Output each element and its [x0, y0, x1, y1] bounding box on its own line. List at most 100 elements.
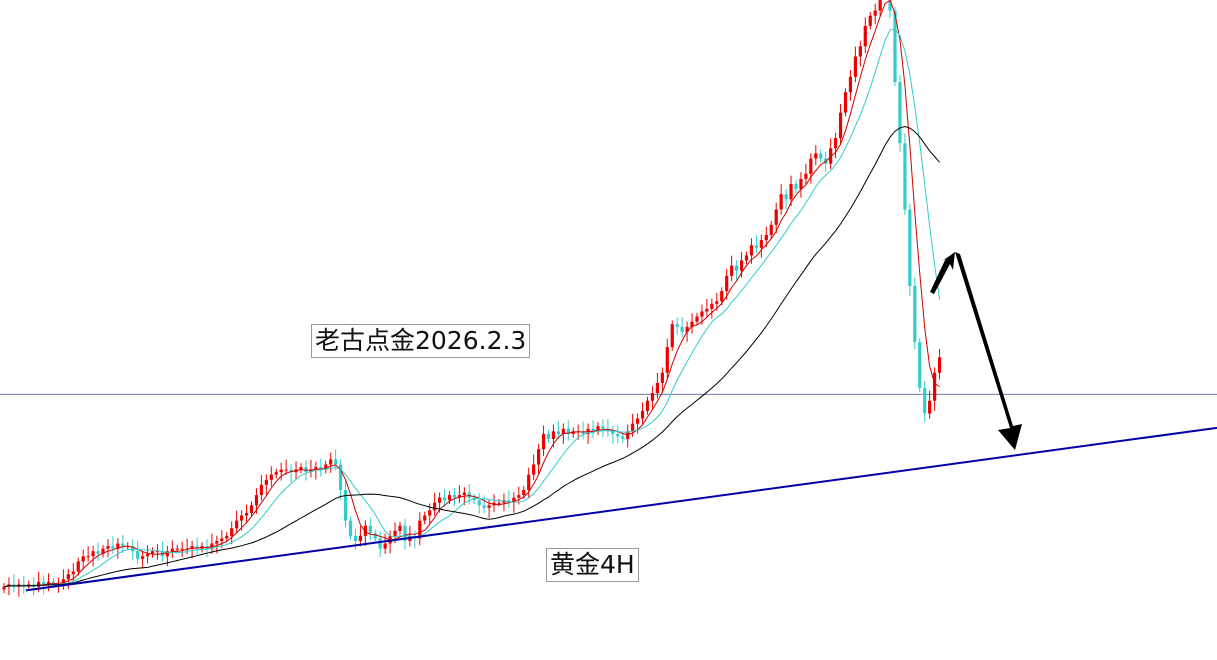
candle-body: [348, 520, 353, 536]
candle-body: [279, 469, 283, 473]
candle-body: [42, 581, 46, 585]
candle-body: [195, 546, 199, 549]
candle: [220, 530, 224, 548]
candle: [858, 40, 862, 67]
candle: [136, 541, 140, 565]
candle-body: [596, 426, 600, 432]
candle-body: [225, 535, 229, 539]
candle-body: [863, 25, 867, 47]
candle: [170, 540, 174, 559]
candle-body: [705, 308, 709, 312]
candle: [759, 234, 763, 258]
candle: [735, 260, 739, 281]
candle-body: [259, 484, 263, 496]
candle-body: [482, 505, 486, 508]
candle: [804, 163, 808, 185]
candle-body: [76, 561, 80, 572]
candle-body: [591, 428, 595, 432]
candle: [527, 467, 531, 499]
candle: [680, 316, 684, 338]
moving-average-10: [3, 28, 941, 588]
candle: [779, 184, 783, 215]
candle: [918, 338, 922, 392]
candle-body: [541, 433, 546, 450]
candle: [591, 420, 595, 439]
candle-body: [537, 449, 541, 465]
candle: [388, 530, 392, 554]
candle-body: [928, 400, 932, 414]
candle-body: [710, 303, 714, 309]
candle-body: [101, 548, 105, 554]
candle-body: [269, 474, 273, 480]
candle: [933, 367, 937, 411]
candle-body: [71, 571, 75, 575]
candle: [789, 175, 793, 207]
candle: [937, 348, 942, 380]
candle: [319, 458, 323, 477]
candle: [195, 537, 199, 556]
candle-body: [720, 291, 724, 302]
candle-body: [497, 502, 501, 504]
candle-body: [235, 520, 239, 529]
projection-arrows-layer: [930, 252, 1022, 450]
candle: [378, 531, 382, 558]
candle-body: [398, 525, 402, 531]
candle-body: [769, 224, 773, 235]
candle-body: [51, 581, 56, 585]
candle: [279, 462, 283, 481]
candle-body: [418, 520, 422, 539]
candle-body: [111, 546, 115, 549]
candle: [744, 251, 749, 265]
candle-body: [645, 400, 650, 411]
candle-body: [581, 431, 585, 434]
candle: [210, 533, 214, 555]
candle-body: [358, 535, 362, 541]
candle-body: [175, 548, 179, 550]
candle-body: [249, 505, 254, 513]
candle: [17, 578, 21, 597]
candle: [299, 463, 303, 474]
candle: [358, 525, 362, 547]
candle-body: [571, 431, 575, 434]
candle-body: [606, 428, 610, 432]
candle-body: [334, 459, 338, 465]
candle-body: [655, 382, 659, 394]
candle-body: [888, 0, 892, 11]
candle: [86, 546, 90, 562]
candle-body: [675, 324, 679, 327]
candle: [878, 0, 882, 16]
candle: [903, 133, 907, 215]
candle-body: [299, 467, 303, 470]
candle: [101, 544, 105, 558]
candle-body: [284, 469, 288, 471]
candle: [848, 70, 853, 101]
candle-body: [329, 459, 333, 465]
candle: [235, 510, 239, 534]
candle-body: [170, 548, 174, 552]
candle: [794, 180, 798, 193]
candle-body: [730, 265, 734, 276]
candle-body: [616, 433, 620, 437]
candle-body: [660, 372, 664, 383]
candle-body: [764, 235, 768, 241]
candle: [111, 536, 115, 555]
candle-body: [556, 431, 560, 434]
candle-body: [121, 543, 125, 547]
candle: [66, 568, 70, 590]
candle-body: [670, 324, 674, 348]
candle-body: [636, 418, 640, 424]
candle: [616, 425, 620, 444]
candle-body: [779, 194, 783, 210]
candle-body: [814, 153, 818, 159]
candle: [834, 132, 838, 159]
candle: [809, 153, 813, 184]
candle: [863, 17, 867, 54]
candle-body: [150, 551, 155, 554]
candle-body: [487, 505, 491, 508]
candle: [725, 268, 729, 300]
candle-body: [37, 581, 41, 587]
candle: [556, 421, 560, 440]
candle-body: [2, 586, 6, 590]
candle-body: [725, 275, 729, 292]
candle: [611, 425, 615, 444]
